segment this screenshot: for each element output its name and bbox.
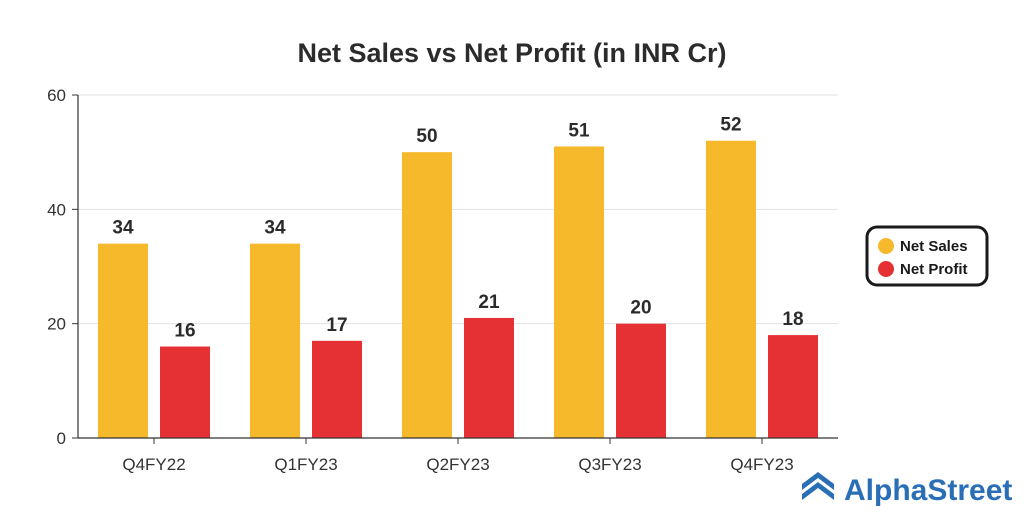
legend-label-net-sales: Net Sales [900, 238, 968, 255]
data-label-net-profit: 20 [630, 298, 651, 319]
x-tick-label: Q2FY23 [426, 455, 489, 474]
data-label-net-sales: 50 [416, 126, 437, 147]
data-label-net-profit: 17 [326, 315, 347, 336]
bar-net-sales [706, 140, 756, 438]
bar-net-profit [464, 317, 514, 438]
data-label-net-sales: 34 [112, 218, 134, 239]
y-tick-label: 0 [57, 429, 66, 448]
x-tick-label: Q4FY23 [730, 455, 793, 474]
data-label-net-profit: 18 [782, 309, 803, 330]
y-tick-label: 20 [47, 315, 66, 334]
data-label-net-sales: 52 [720, 115, 741, 136]
data-label-net-sales: 34 [264, 218, 286, 239]
bar-net-profit [768, 335, 818, 438]
brand-name: AlphaStreet [844, 474, 1012, 507]
data-label-net-profit: 21 [478, 292, 500, 313]
chart-title: Net Sales vs Net Profit (in INR Cr) [297, 38, 726, 68]
bar-net-sales [98, 243, 148, 438]
data-label-net-sales: 51 [568, 120, 590, 141]
x-tick-label: Q4FY22 [122, 455, 185, 474]
bar-net-sales [402, 152, 452, 438]
axes: 0 20 40 60 Q4FY22 Q1FY23 Q2FY23 Q3FY23 Q4FY23 [47, 86, 838, 474]
legend-label-net-profit: Net Profit [900, 261, 968, 278]
bar-net-profit [312, 340, 362, 438]
data-labels: 34 16 34 17 50 21 51 20 52 18 [112, 115, 803, 342]
legend: Net Sales Net Profit [865, 225, 989, 287]
bar-net-sales [250, 243, 300, 438]
brand-logo: AlphaStreet [802, 472, 1012, 507]
bars [98, 140, 818, 438]
x-tick-label: Q1FY23 [274, 455, 337, 474]
y-tick-label: 40 [47, 200, 66, 219]
legend-box [865, 225, 989, 287]
brand-mark-icon [802, 472, 834, 490]
x-tick-label: Q3FY23 [578, 455, 641, 474]
bar-net-sales [554, 146, 604, 438]
bar-net-profit [616, 323, 666, 438]
legend-marker-net-profit [878, 261, 894, 277]
y-tick-label: 60 [47, 86, 66, 105]
brand-mark-lower-icon [802, 482, 834, 500]
legend-marker-net-sales [878, 238, 894, 254]
data-label-net-profit: 16 [174, 321, 195, 342]
bar-net-profit [160, 346, 210, 438]
